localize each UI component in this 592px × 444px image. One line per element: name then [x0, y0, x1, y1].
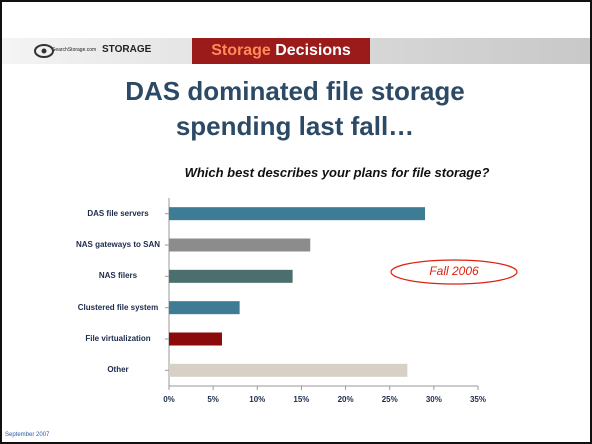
event-badge: Storage Decisions	[192, 38, 370, 64]
footer: September 2007	[5, 432, 50, 438]
category-label: Clustered file system	[77, 302, 159, 312]
event-second: Decisions	[275, 42, 351, 59]
category-label: File virtualization	[85, 334, 151, 343]
x-tick-label: 5%	[207, 395, 219, 404]
x-tick-label: 0%	[163, 395, 175, 404]
brand-text: STORAGE	[102, 44, 152, 55]
x-tick-label: 10%	[249, 395, 265, 404]
logo-eye	[34, 44, 54, 58]
category-label: Other	[107, 365, 129, 375]
bar	[169, 238, 311, 252]
category-label: DAS file servers	[87, 208, 149, 218]
bar	[169, 269, 293, 283]
bar	[169, 363, 408, 377]
annotation: Fall 2006	[429, 264, 479, 278]
bar	[169, 332, 222, 346]
bar	[169, 207, 426, 221]
category-label: NAS filers	[98, 271, 138, 281]
chart-title: DAS dominated file storage spending last…	[125, 76, 465, 141]
category-label: NAS gateways to SAN	[75, 240, 161, 249]
x-tick-label: 25%	[382, 395, 398, 404]
x-tick-label: 35%	[470, 395, 486, 404]
chart-subtitle: Which best describes your plans for file…	[184, 165, 490, 180]
x-tick-label: 30%	[426, 395, 442, 404]
annotation-ellipse	[390, 259, 518, 285]
logo-pupil	[41, 48, 47, 54]
logo	[34, 44, 54, 58]
logo-text: SearchStorage.com	[52, 47, 97, 53]
x-tick-label: 15%	[293, 395, 309, 404]
event-first: Storage	[211, 42, 271, 59]
bar	[169, 301, 240, 315]
x-tick-label: 20%	[338, 395, 354, 404]
